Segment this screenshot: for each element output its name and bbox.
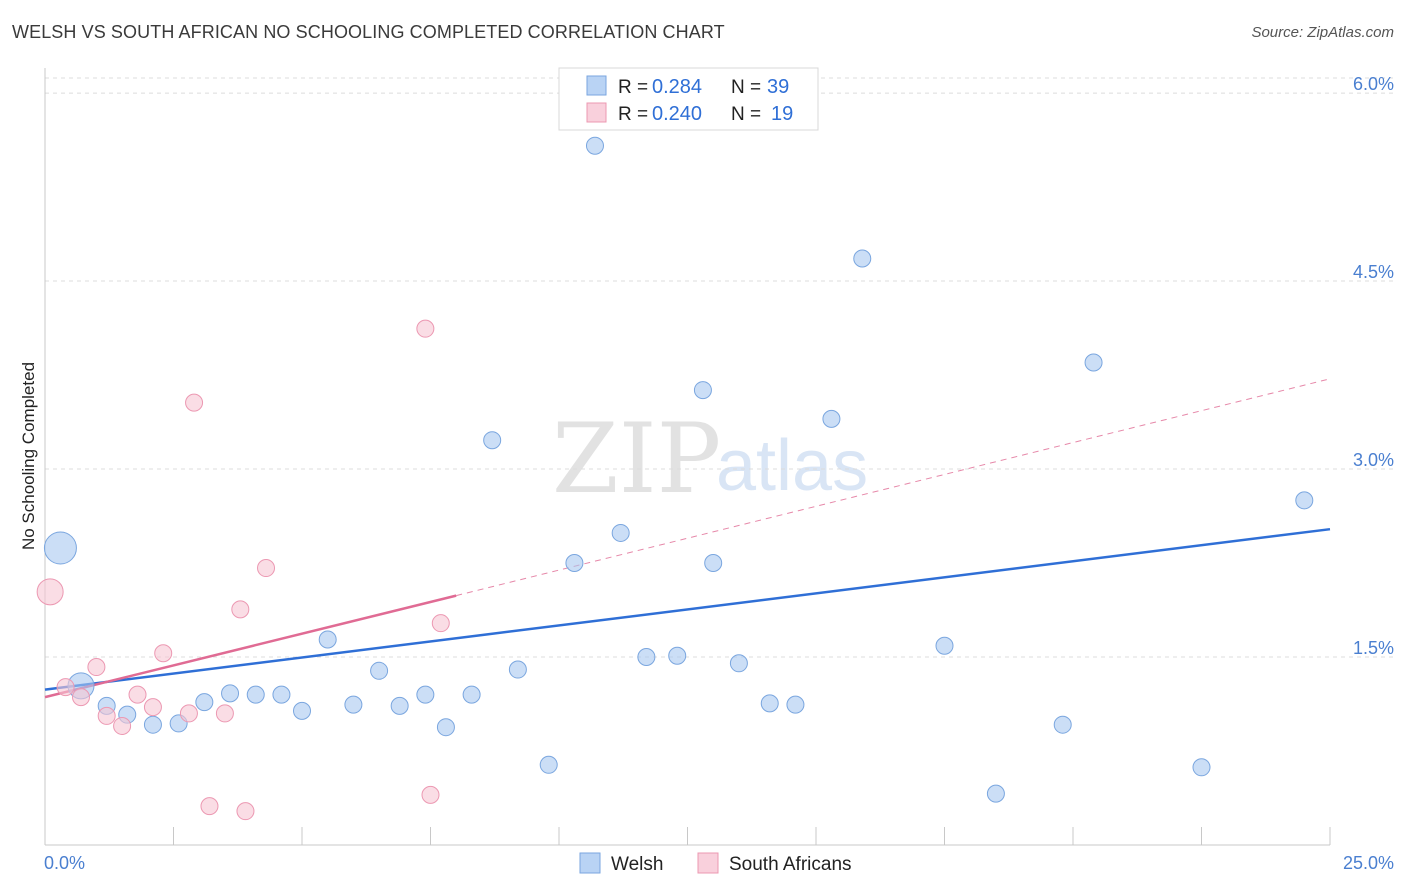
source-credit: Source: ZipAtlas.com <box>1251 24 1394 41</box>
data-point-south-africans <box>113 716 132 735</box>
data-point-welsh <box>693 381 712 400</box>
data-point-welsh <box>390 696 409 715</box>
data-point-welsh <box>43 531 77 565</box>
data-point-south-africans <box>154 644 173 663</box>
data-point-welsh <box>1192 758 1211 777</box>
data-point-south-africans <box>416 319 435 338</box>
y-tick-label: 3.0% <box>1353 450 1394 470</box>
x-tick-label-min: 0.0% <box>44 853 85 873</box>
data-point-welsh <box>195 693 214 712</box>
data-point-welsh <box>729 654 748 673</box>
data-point-welsh <box>293 701 311 720</box>
y-tick-label: 1.5% <box>1353 638 1394 658</box>
data-point-welsh <box>370 661 389 680</box>
series-legend-label-south-africans: South Africans <box>729 854 852 875</box>
data-point-welsh <box>462 685 481 704</box>
data-point-welsh <box>565 554 584 573</box>
data-point-south-africans <box>231 600 250 619</box>
legend-r-value-south-africans: 0.240 <box>652 103 702 125</box>
data-point-welsh <box>585 136 604 155</box>
data-point-welsh <box>416 685 435 704</box>
legend-n-label-welsh: N = <box>731 77 761 98</box>
data-point-welsh <box>246 685 265 704</box>
axes <box>44 68 1331 846</box>
series-legend-label-welsh: Welsh <box>611 854 663 875</box>
data-point-south-africans <box>236 802 255 821</box>
data-point-south-africans <box>431 614 450 633</box>
trendline-extension-south-africans <box>456 378 1331 597</box>
data-point-welsh <box>822 409 841 428</box>
legend-n-value-south-africans: 19 <box>771 103 793 125</box>
chart-title: WELSH VS SOUTH AFRICAN NO SCHOOLING COMP… <box>12 22 725 42</box>
data-point-welsh <box>436 718 455 737</box>
data-point-south-africans <box>200 797 219 816</box>
data-point-welsh <box>1084 353 1103 372</box>
data-point-south-africans <box>36 578 64 606</box>
series-legend: Welsh South Africans <box>579 852 852 875</box>
data-point-south-africans <box>56 678 75 697</box>
data-point-welsh <box>508 660 527 679</box>
data-point-welsh <box>483 431 502 450</box>
data-point-south-africans <box>87 658 106 677</box>
trendline-welsh <box>44 527 1331 691</box>
y-tick-label: 4.5% <box>1353 262 1394 282</box>
data-points <box>36 136 1314 821</box>
data-point-welsh <box>611 523 630 542</box>
data-point-welsh <box>935 636 954 655</box>
y-axis-label: No Schooling Completed <box>19 362 38 550</box>
y-tick-label: 6.0% <box>1353 74 1394 94</box>
data-point-south-africans <box>128 685 147 704</box>
series-legend-swatch-welsh <box>579 852 601 874</box>
data-point-welsh <box>539 755 558 774</box>
series-legend-swatch-south-africans <box>697 852 719 874</box>
legend-n-value-welsh: 39 <box>767 76 789 98</box>
data-point-south-africans <box>143 698 162 717</box>
stats-legend: R = 0.284 N = 39 R = 0.240 N = 19 <box>558 67 819 131</box>
data-point-south-africans <box>257 559 276 578</box>
data-point-welsh <box>668 646 687 665</box>
data-point-welsh <box>986 784 1005 803</box>
x-tick-labels: 0.0% 25.0% <box>44 853 1394 873</box>
data-point-south-africans <box>421 785 440 804</box>
trendlines <box>44 378 1331 699</box>
data-point-south-africans <box>185 393 204 412</box>
data-point-welsh <box>760 694 779 713</box>
data-point-welsh <box>221 684 240 703</box>
watermark-zip: ZIP <box>552 403 721 515</box>
legend-r-label-south-africans: R = <box>618 104 648 125</box>
watermark: ZIP atlas <box>552 403 868 515</box>
data-point-south-africans <box>215 704 234 723</box>
data-point-welsh <box>853 249 872 268</box>
legend-n-label-south-africans: N = <box>731 104 761 125</box>
legend-r-value-welsh: 0.284 <box>652 76 702 98</box>
data-point-welsh <box>344 695 363 714</box>
data-point-welsh <box>272 685 291 704</box>
data-point-welsh <box>637 648 656 667</box>
legend-r-label-welsh: R = <box>618 77 648 98</box>
data-point-welsh <box>704 554 723 573</box>
data-point-welsh <box>143 715 162 734</box>
x-tick-label-max: 25.0% <box>1343 853 1394 873</box>
data-point-welsh <box>1295 491 1314 510</box>
watermark-atlas: atlas <box>716 426 868 506</box>
gridlines <box>45 77 1395 658</box>
y-tick-labels: 1.5% 3.0% 4.5% 6.0% <box>1353 74 1394 658</box>
data-point-south-africans <box>71 688 90 707</box>
legend-swatch-welsh <box>586 75 607 96</box>
legend-swatch-south-africans <box>586 102 607 123</box>
data-point-welsh <box>1053 715 1072 734</box>
data-point-south-africans <box>97 706 116 725</box>
data-point-welsh <box>318 630 337 649</box>
data-point-south-africans <box>179 704 198 723</box>
trendline-south-africans <box>44 594 457 699</box>
data-point-welsh <box>786 695 805 714</box>
